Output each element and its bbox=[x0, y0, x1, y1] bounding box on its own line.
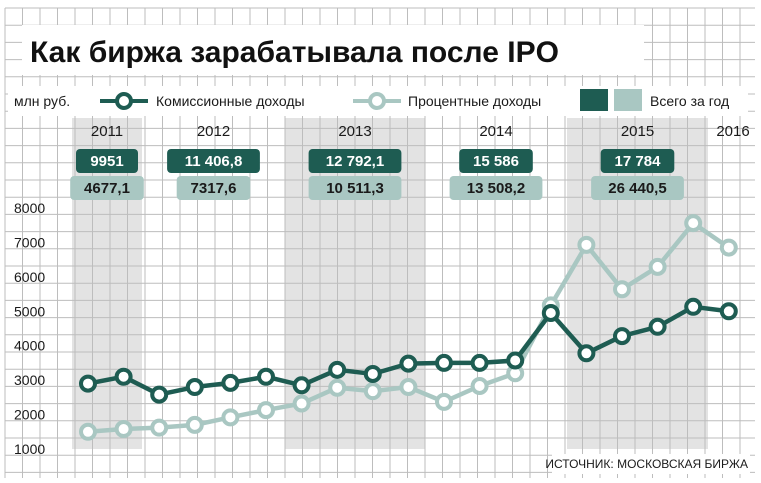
interest-point bbox=[257, 401, 275, 420]
total-interest-value: 7317,6 bbox=[191, 180, 237, 197]
commission-point bbox=[79, 374, 97, 393]
total-interest-box bbox=[591, 176, 684, 200]
y-tick-label: 1000 bbox=[14, 441, 45, 457]
interest-point bbox=[292, 394, 311, 413]
interest-point bbox=[185, 415, 204, 434]
commission-point bbox=[470, 353, 489, 372]
total-commission-box bbox=[167, 149, 260, 173]
total-commission-box bbox=[600, 149, 675, 173]
interest-point bbox=[648, 257, 667, 276]
total-interest-box bbox=[70, 176, 144, 200]
total-commission-box bbox=[459, 149, 533, 173]
commission-point bbox=[328, 360, 347, 379]
legend-total-label: Всего за год bbox=[650, 93, 729, 109]
total-interest-value: 26 440,5 bbox=[608, 180, 666, 197]
commission-point bbox=[185, 378, 204, 397]
source-note: ИСТОЧНИК: МОСКОВСКАЯ БИРЖА bbox=[545, 457, 748, 471]
year-label-2016: 2016 bbox=[716, 123, 749, 140]
total-interest-box bbox=[308, 176, 402, 200]
commission-point bbox=[292, 376, 311, 395]
commission-point bbox=[114, 367, 133, 386]
title-background bbox=[22, 25, 644, 75]
year-label-2011: 2011 bbox=[91, 123, 123, 140]
commission-point bbox=[506, 351, 525, 370]
source-background bbox=[552, 454, 750, 474]
y-tick-label: 2000 bbox=[14, 407, 45, 423]
interest-point bbox=[613, 280, 631, 299]
y-tick-label: 5000 bbox=[14, 303, 45, 319]
series bbox=[79, 214, 738, 441]
interest-point bbox=[114, 420, 133, 439]
total-commission-value: 9951 bbox=[90, 153, 123, 170]
total-commission-value: 17 784 bbox=[615, 153, 662, 170]
y-axis: 1000 2000 3000 4000 5000 6000 7000 8000 bbox=[14, 200, 45, 457]
total-interest-box bbox=[176, 176, 251, 200]
commission-point bbox=[399, 354, 418, 373]
total-interest-value: 13 508,2 bbox=[467, 180, 525, 197]
commission-point bbox=[257, 367, 275, 386]
commission-point bbox=[719, 302, 738, 321]
background-layer bbox=[4, 7, 755, 478]
legend: млн руб. Комиссионные доходы Процентные … bbox=[14, 89, 729, 111]
commission-point bbox=[435, 353, 453, 372]
total-commission-value: 12 792,1 bbox=[326, 153, 384, 170]
year-label-2012: 2012 bbox=[197, 123, 230, 140]
y-tick-label: 6000 bbox=[14, 269, 45, 285]
chart-title: Как биржа зарабатывала после IPO bbox=[30, 36, 559, 69]
legend-interest-marker bbox=[368, 92, 386, 110]
total-interest-box bbox=[449, 176, 543, 200]
commission-point bbox=[363, 364, 382, 383]
total-interest-value: 10 511,3 bbox=[326, 180, 384, 197]
interest-point bbox=[399, 378, 418, 397]
commission-point bbox=[541, 304, 560, 323]
year-label-2014: 2014 bbox=[479, 123, 512, 140]
y-tick-label: 7000 bbox=[14, 234, 45, 250]
interest-point bbox=[150, 418, 169, 437]
commission-point bbox=[150, 385, 169, 404]
total-commission-value: 15 586 bbox=[473, 153, 519, 170]
legend-commission-label: Комиссионные доходы bbox=[156, 93, 305, 109]
annual-totals: 2011 9951 4677,1 2012 11 406,8 7317,6 2013 12 7… bbox=[70, 123, 750, 200]
y-tick-label: 4000 bbox=[14, 338, 45, 354]
y-tick-label: 3000 bbox=[14, 372, 45, 388]
interest-point bbox=[328, 378, 347, 397]
interest-point bbox=[79, 422, 97, 441]
interest-point bbox=[435, 392, 453, 411]
interest-point bbox=[221, 408, 240, 427]
total-commission-box bbox=[76, 149, 138, 173]
commission-point bbox=[648, 317, 667, 336]
interest-point bbox=[363, 382, 382, 401]
commission-point bbox=[577, 344, 596, 363]
legend-interest-label: Процентные доходы bbox=[408, 93, 541, 109]
unit-label: млн руб. bbox=[14, 93, 70, 109]
interest-point bbox=[577, 235, 596, 254]
year-label-2015: 2015 bbox=[621, 123, 654, 140]
legend-total-commission-swatch bbox=[580, 89, 608, 111]
year-label-2013: 2013 bbox=[338, 123, 371, 140]
legend-commission-marker bbox=[115, 92, 133, 110]
legend-total-interest-swatch bbox=[614, 89, 642, 111]
interest-point bbox=[719, 238, 738, 257]
interest-point bbox=[684, 214, 703, 233]
total-commission-box bbox=[308, 149, 402, 173]
commission-point bbox=[684, 297, 703, 316]
commission-point bbox=[221, 373, 240, 392]
commission-point bbox=[613, 327, 631, 346]
total-interest-value: 4677,1 bbox=[84, 180, 130, 197]
total-commission-value: 11 406,8 bbox=[185, 153, 243, 170]
interest-point bbox=[470, 376, 489, 395]
y-tick-label: 8000 bbox=[14, 200, 45, 216]
